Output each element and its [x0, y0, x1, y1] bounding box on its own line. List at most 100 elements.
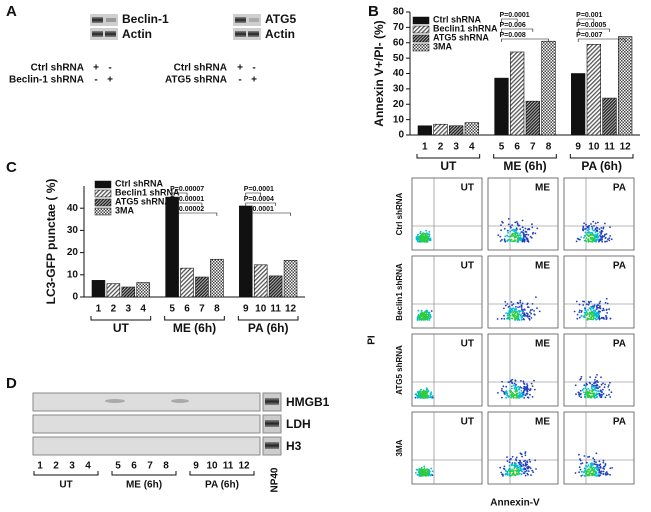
- bar-label: 11: [604, 142, 615, 153]
- event-dot: [590, 312, 593, 314]
- event-dot: [608, 239, 611, 242]
- event-dot: [527, 316, 529, 318]
- row-label: ATG5 shRNA: [395, 345, 404, 395]
- event-dot: [587, 317, 590, 320]
- event-dot: [508, 318, 511, 321]
- event-dot: [590, 470, 593, 472]
- event-dot: [516, 233, 519, 236]
- event-dot: [422, 318, 425, 321]
- event-dot: [594, 228, 597, 231]
- event-dot: [599, 236, 602, 238]
- event-dot: [511, 224, 513, 226]
- event-dot: [500, 317, 503, 320]
- y-axis-label: LC3-GFP punctae ( %): [44, 179, 58, 305]
- event-dot: [587, 456, 589, 458]
- event-dot: [522, 310, 524, 312]
- blot-label: Beclin-1: [122, 12, 169, 26]
- event-dot: [590, 238, 592, 241]
- bar-label: 8: [214, 304, 220, 315]
- p-bracket: [245, 212, 291, 216]
- event-dot: [509, 239, 512, 242]
- event-dot: [509, 317, 511, 319]
- event-dot: [600, 233, 602, 235]
- event-dot: [502, 475, 504, 477]
- event-dot: [595, 394, 597, 397]
- event-dot: [415, 236, 418, 239]
- event-dot: [425, 394, 427, 397]
- event-dot: [533, 310, 535, 312]
- event-dot: [509, 311, 511, 314]
- group-label: ME (6h): [126, 480, 162, 491]
- event-dot: [511, 464, 514, 466]
- event-dot: [583, 236, 585, 239]
- event-dot: [524, 470, 527, 473]
- y-tick-label: 10: [393, 114, 405, 125]
- lane-label: NP40: [270, 467, 281, 492]
- event-dot: [538, 310, 541, 313]
- event-dot: [509, 235, 512, 238]
- p-bracket: [577, 38, 626, 42]
- event-dot: [594, 381, 597, 384]
- event-dot: [420, 388, 422, 391]
- event-dot: [508, 310, 511, 312]
- event-dot: [419, 315, 422, 318]
- event-dot: [604, 222, 606, 225]
- lane-label: 4: [85, 461, 91, 472]
- event-dot: [515, 459, 518, 462]
- event-dot: [595, 389, 597, 392]
- event-dot: [506, 314, 509, 317]
- event-dot: [582, 471, 585, 474]
- event-dot: [428, 235, 430, 238]
- y-tick-label: 20: [67, 247, 79, 258]
- event-dot: [427, 470, 430, 472]
- event-dot: [602, 470, 605, 473]
- column-label: ME: [535, 417, 550, 428]
- band: [235, 17, 246, 23]
- lane-label: 10: [206, 461, 218, 472]
- event-dot: [506, 303, 509, 305]
- event-dot: [507, 223, 510, 226]
- event-dot: [505, 396, 507, 399]
- event-dot: [588, 468, 591, 471]
- event-dot: [591, 240, 593, 243]
- event-dot: [592, 234, 594, 237]
- lane-label: 3: [69, 461, 75, 472]
- bracket: [493, 154, 557, 159]
- event-dot: [579, 378, 581, 381]
- event-dot: [517, 237, 519, 240]
- event-dot: [510, 394, 513, 396]
- event-dot: [426, 310, 428, 313]
- event-dot: [502, 221, 504, 224]
- event-dot: [527, 465, 530, 468]
- event-dot: [419, 240, 421, 243]
- event-dot: [416, 238, 418, 241]
- event-dot: [512, 234, 515, 237]
- event-dot: [591, 462, 594, 465]
- event-dot: [514, 228, 516, 231]
- bar-label: 12: [620, 142, 632, 153]
- bracket: [416, 154, 481, 159]
- event-dot: [421, 315, 423, 317]
- event-dot: [425, 390, 427, 392]
- event-dot: [515, 230, 518, 232]
- y-tick-label: 60: [393, 37, 405, 48]
- event-dot: [514, 394, 517, 396]
- event-dot: [497, 392, 499, 394]
- event-dot: [581, 470, 583, 473]
- event-dot: [501, 238, 503, 241]
- event-dot: [533, 388, 536, 391]
- event-dot: [522, 380, 525, 383]
- event-dot: [520, 473, 523, 476]
- event-dot: [591, 310, 594, 313]
- event-dot: [600, 376, 602, 379]
- event-dot: [511, 308, 514, 310]
- event-dot: [426, 395, 429, 398]
- event-dot: [593, 304, 596, 306]
- event-dot: [426, 241, 429, 243]
- event-dot: [510, 226, 512, 229]
- event-dot: [586, 465, 589, 468]
- event-dot: [592, 220, 595, 223]
- sign: -: [108, 63, 111, 74]
- band: [249, 18, 259, 22]
- event-dot: [526, 240, 529, 242]
